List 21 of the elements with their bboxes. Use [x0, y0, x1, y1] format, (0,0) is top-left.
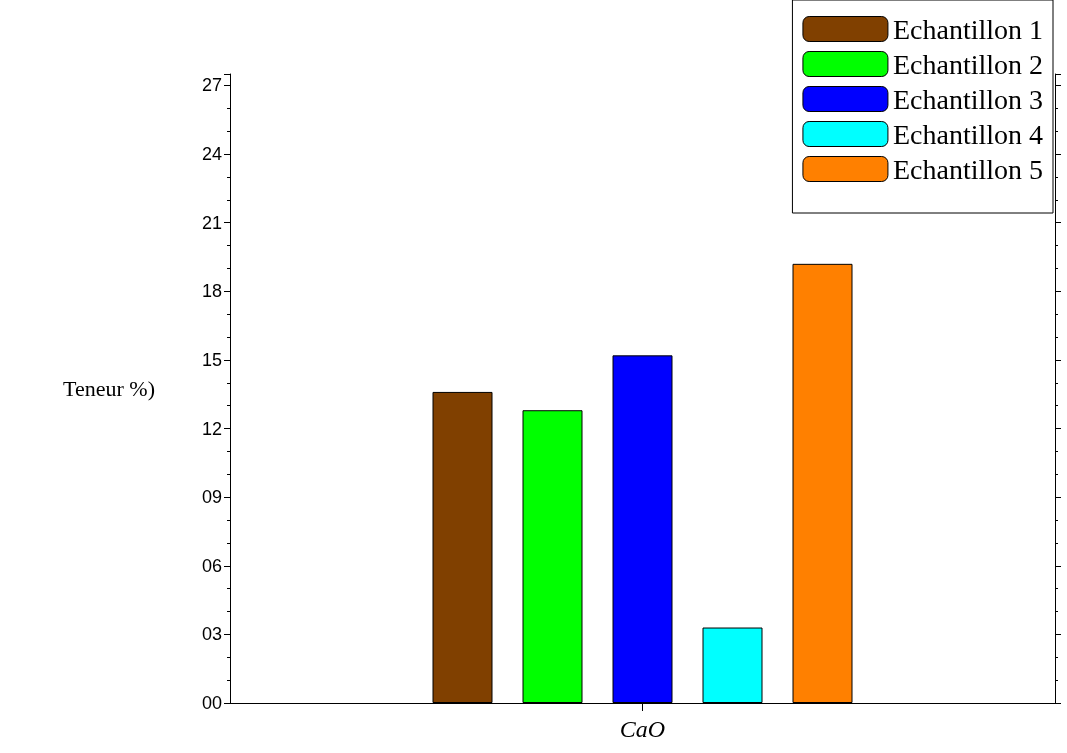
legend-label: Echantillon 2	[892, 48, 1043, 80]
legend-label: Echantillon 3	[892, 83, 1043, 115]
x-tick-label: CaO	[619, 716, 666, 742]
legend-label: Echantillon 4	[892, 118, 1043, 150]
y-tick-label: 21	[201, 212, 222, 233]
y-tick-label: 24	[201, 144, 222, 165]
legend-label: Echantillon 5	[892, 153, 1043, 185]
y-tick-label: 18	[201, 281, 222, 302]
bar	[432, 391, 493, 703]
legend-label: Echantillon 1	[892, 13, 1043, 45]
y-tick-label: 12	[201, 418, 222, 439]
y-tick-label: 00	[201, 693, 222, 713]
y-tick-label: 27	[201, 75, 222, 96]
bar	[522, 410, 583, 703]
bar	[792, 263, 853, 703]
y-tick-label: 09	[201, 487, 222, 508]
y-tick-label: 03	[201, 624, 222, 645]
bar	[702, 627, 763, 703]
y-tick-label: 15	[201, 349, 222, 370]
y-axis-title: Teneur %)	[63, 376, 155, 401]
y-tick-label: 06	[201, 555, 222, 576]
